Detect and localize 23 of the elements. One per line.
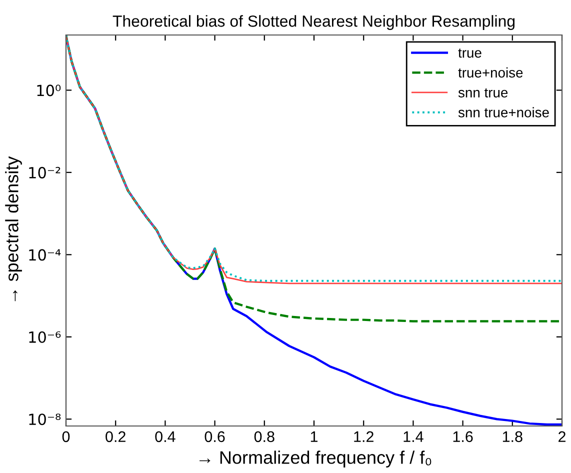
legend-label: true+noise — [458, 67, 523, 78]
y-tick-label: 10⁻² — [29, 166, 60, 178]
legend-label: snn true+noise — [458, 107, 549, 118]
x-tick-label: 0.2 — [106, 431, 126, 442]
x-tick-label: 1.4 — [404, 431, 424, 442]
x-tick-label: 0.4 — [155, 431, 176, 442]
x-tick-label: 1.6 — [453, 431, 473, 442]
y-axis-title: → spectral density — [5, 156, 22, 302]
x-tick-label: 1.8 — [502, 431, 522, 442]
x-tick-label: 0 — [62, 431, 70, 442]
x-tick-label: 2 — [558, 431, 566, 442]
legend-label: true — [458, 48, 482, 58]
y-tick-label: 10⁻⁴ — [29, 249, 61, 261]
chart-title: Theoretical bias of Slotted Nearest Neighbor Resampling — [112, 15, 515, 30]
y-tick-label: 10⁰ — [37, 84, 61, 96]
x-tick-label: 1 — [310, 431, 318, 442]
legend-label: snn true — [458, 88, 508, 98]
x-tick-label: 1.2 — [354, 431, 374, 442]
x-tick-label: 0.8 — [254, 431, 274, 442]
x-tick-label: 0.6 — [204, 431, 225, 442]
y-tick-label: 10⁻⁶ — [29, 331, 61, 343]
x-axis-title: → Normalized frequency f / f₀ — [200, 450, 432, 468]
y-tick-label: 10⁻⁸ — [29, 414, 61, 426]
